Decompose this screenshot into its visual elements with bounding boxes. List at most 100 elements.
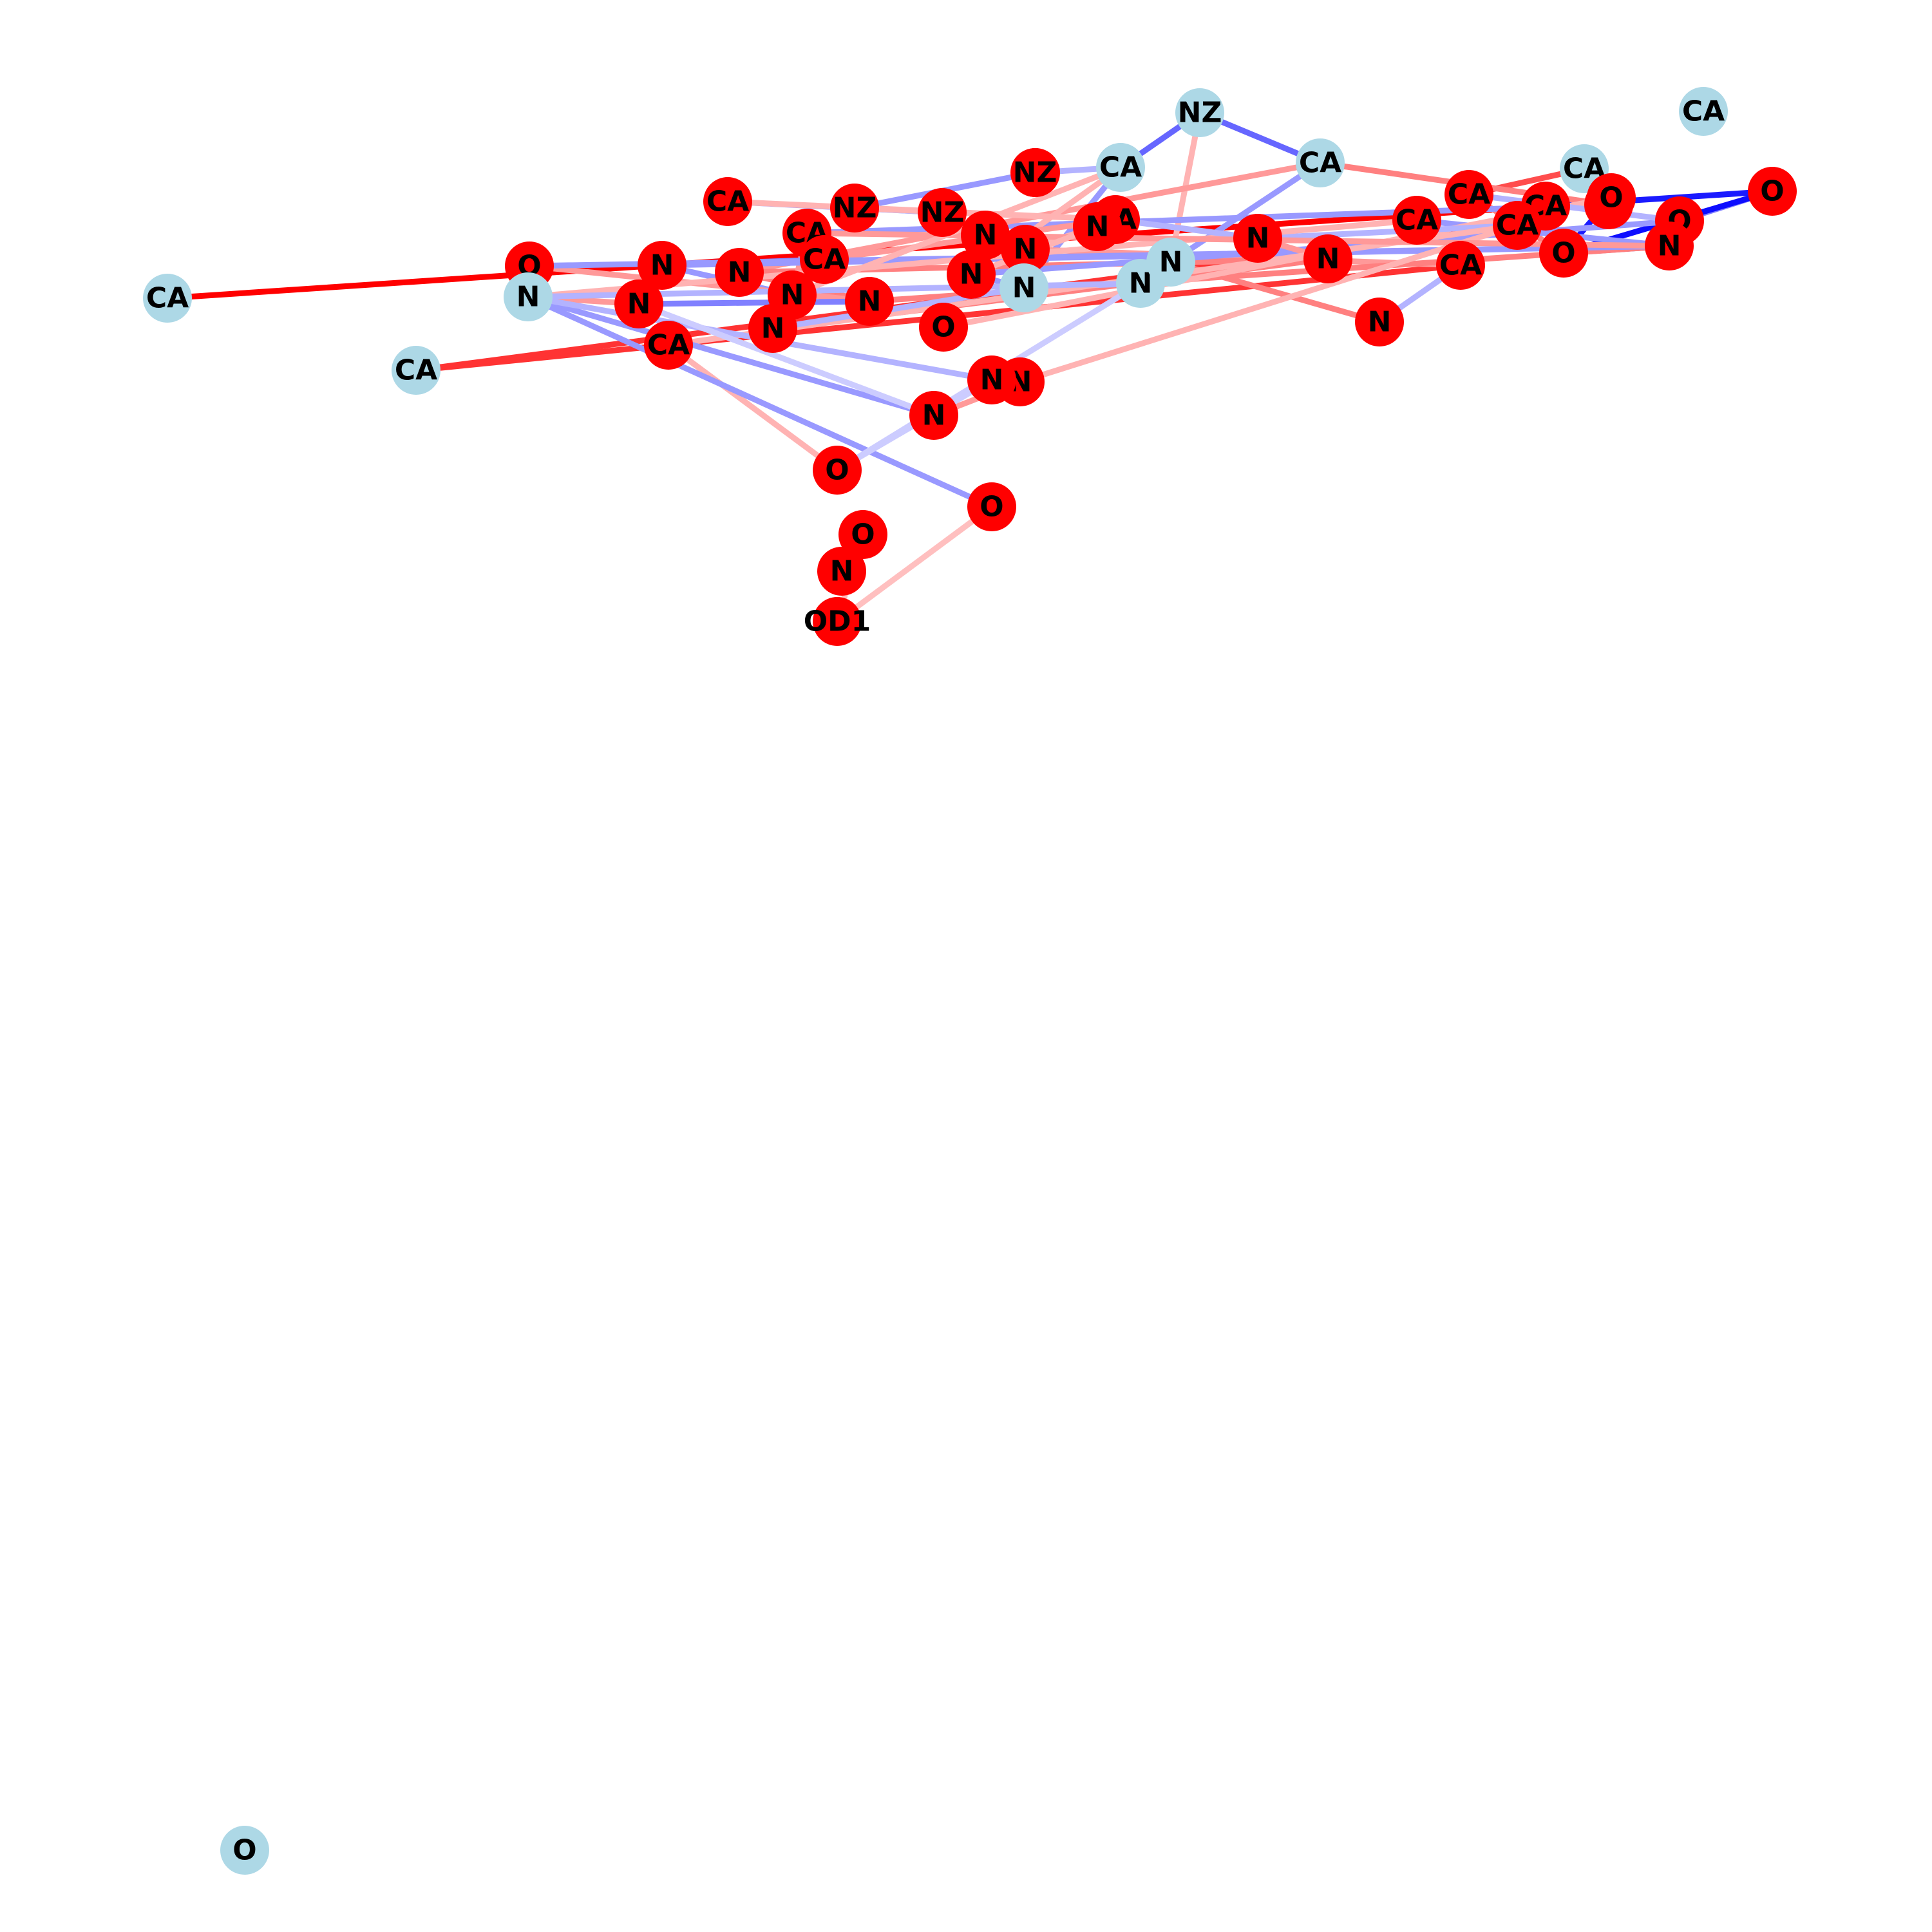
graph-node: N (1073, 202, 1122, 251)
node-label: O (931, 311, 955, 344)
node-label: CA (395, 354, 437, 387)
graph-node: N (715, 248, 764, 297)
graph-node: O (220, 1826, 269, 1875)
node-label: N (858, 285, 882, 318)
node-circle (830, 184, 879, 232)
node-circle (1296, 138, 1345, 187)
node-label: CA (1439, 249, 1482, 282)
node-label: O (825, 454, 849, 487)
node-label: N (516, 281, 540, 314)
graph-edge (525, 294, 995, 510)
graph-node: CA (1096, 143, 1145, 192)
node-label: N (980, 364, 1004, 397)
node-circle (800, 235, 849, 284)
graph-node: CA (1679, 87, 1728, 136)
node-label: N (1086, 211, 1110, 243)
graph-node: N (614, 279, 663, 328)
node-circle (1355, 298, 1404, 346)
graph-node: N (947, 250, 996, 299)
node-circle (143, 274, 192, 323)
graph-node: NZ (830, 184, 879, 232)
graph-edge (1255, 222, 1520, 242)
graph-node: CA (1436, 241, 1485, 290)
nodes-layer: NZCACACAONZCACACAOCANZNZNZCACAONNNCACANC… (143, 87, 1797, 1875)
graph-node: N (1146, 238, 1195, 287)
graph-node: N (1303, 234, 1352, 283)
graph-node: CA (1392, 196, 1441, 245)
node-label: N (1246, 222, 1270, 255)
node-circle (1303, 234, 1352, 283)
node-label: O (1760, 175, 1784, 208)
node-circle (1679, 87, 1728, 136)
node-label: CA (1682, 95, 1725, 128)
graph-node: N (967, 355, 1016, 404)
graph-node: CA (392, 346, 440, 395)
node-circle (961, 211, 1010, 260)
graph-node: NZ (1010, 148, 1059, 197)
graph-node: NZ (918, 188, 967, 237)
node-circle (1096, 143, 1145, 192)
node-circle (1493, 201, 1542, 250)
graph-node: OD1 (804, 597, 871, 646)
graph-node: N (845, 277, 894, 326)
node-circle (1587, 173, 1636, 222)
graph-node: N (504, 272, 553, 321)
node-label: OD1 (804, 605, 871, 638)
node-label: CA (1448, 178, 1490, 211)
node-label: NZ (833, 192, 877, 225)
graph-node: O (838, 510, 887, 559)
node-circle (1146, 238, 1195, 287)
node-circle (813, 597, 862, 646)
graph-node: CA (143, 274, 192, 323)
node-label: O (1599, 182, 1623, 214)
graph-node: N (817, 547, 866, 596)
node-label: N (1129, 267, 1153, 300)
node-circle (638, 241, 687, 290)
graph-edge (525, 294, 937, 419)
node-circle (614, 279, 663, 328)
node-label: N (1012, 272, 1036, 305)
node-label: CA (803, 243, 846, 276)
graph-node: CA (800, 235, 849, 284)
node-circle (1233, 214, 1282, 263)
node-circle (220, 1826, 269, 1875)
graph-edge (1168, 160, 1323, 265)
graph-node: N (1355, 298, 1404, 346)
node-label: N (1658, 230, 1681, 263)
graph-node: N (1645, 222, 1694, 270)
graph-node: CA (1493, 201, 1542, 250)
node-label: CA (146, 282, 189, 315)
node-circle (1645, 222, 1694, 270)
node-circle (1175, 88, 1224, 137)
node-circle (813, 446, 862, 495)
node-label: N (1014, 233, 1037, 266)
node-circle (1001, 225, 1050, 274)
node-label: NZ (920, 196, 965, 229)
node-label: N (830, 555, 854, 588)
graph-node: CA (703, 177, 752, 226)
node-label: N (1316, 243, 1340, 276)
graph-node: CA (1296, 138, 1345, 187)
node-circle (919, 303, 968, 352)
graph-edge (1017, 222, 1520, 385)
graph-node: O (1748, 167, 1797, 216)
node-label: CA (1496, 209, 1539, 242)
node-circle (504, 272, 553, 321)
node-circle (715, 248, 764, 297)
node-circle (392, 346, 440, 395)
node-label: N (1159, 246, 1183, 279)
node-label: O (851, 518, 875, 551)
graph-node: O (813, 446, 862, 495)
node-label: CA (1099, 151, 1142, 184)
graph-edge (665, 342, 840, 473)
node-circle (918, 188, 967, 237)
graph-edge (834, 504, 995, 625)
node-circle (1073, 202, 1122, 251)
node-label: N (627, 288, 651, 321)
node-circle (845, 277, 894, 326)
node-circle (1539, 229, 1588, 278)
node-circle (967, 355, 1016, 404)
node-circle (947, 250, 996, 299)
node-label: N (781, 279, 804, 312)
